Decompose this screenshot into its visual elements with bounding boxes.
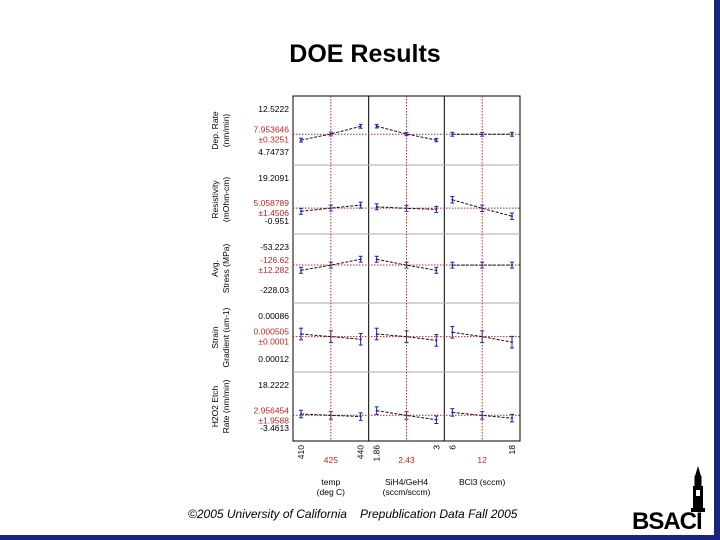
mean-point bbox=[359, 258, 362, 261]
factor-tick-label: 18 bbox=[507, 445, 517, 455]
center-ci: ±12.282 bbox=[258, 265, 289, 275]
y-tick-bottom: -0.951 bbox=[265, 216, 289, 226]
response-label: H2O2 EtchRate (nm/min) bbox=[210, 379, 231, 433]
mean-point bbox=[451, 264, 454, 267]
mean-point bbox=[481, 133, 484, 136]
mean-point bbox=[451, 198, 454, 201]
factor-tick-label: 440 bbox=[356, 445, 366, 459]
mean-point bbox=[375, 205, 378, 208]
factor-tick-label: 1.86 bbox=[372, 445, 382, 462]
bsac-logo bbox=[691, 466, 705, 512]
mean-point bbox=[405, 133, 408, 136]
factor-center-tick: 2.43 bbox=[398, 455, 415, 465]
mean-point bbox=[375, 258, 378, 261]
mean-point bbox=[375, 333, 378, 336]
response-label: Resistivity(mOhm-cm) bbox=[210, 177, 231, 222]
factor-label: SiH4/GeH4 (sccm/sccm) bbox=[383, 477, 431, 497]
right-border-bar bbox=[714, 0, 720, 540]
mean-point bbox=[435, 339, 438, 342]
mean-point bbox=[511, 264, 513, 267]
center-ci: ±0.3251 bbox=[258, 134, 289, 144]
factor-effect-line bbox=[452, 331, 513, 343]
factor-tick-label: 410 bbox=[296, 445, 306, 459]
y-tick-top: 0.00086 bbox=[258, 311, 289, 321]
y-tick-bottom: 0.00012 bbox=[258, 354, 289, 364]
mean-point bbox=[375, 409, 378, 412]
factor-tick-label: 6 bbox=[447, 445, 457, 450]
factor-effect-line bbox=[376, 125, 437, 141]
y-tick-bottom: -228.03 bbox=[260, 285, 289, 295]
factor-center-tick: 425 bbox=[324, 455, 338, 465]
mean-point bbox=[300, 139, 302, 142]
mean-point bbox=[359, 415, 362, 418]
y-tick-bottom: 4.74737 bbox=[258, 147, 289, 157]
factor-effect-line bbox=[300, 204, 361, 212]
mean-point bbox=[300, 210, 302, 213]
y-tick-top: 12.5222 bbox=[258, 104, 289, 114]
mean-point bbox=[300, 333, 302, 336]
factor-center-tick: 12 bbox=[477, 455, 487, 465]
y-tick-top: 18.2222 bbox=[258, 380, 289, 390]
mean-point bbox=[359, 338, 362, 341]
factor-effect-line bbox=[300, 258, 361, 271]
center-value: 7.953646 bbox=[254, 124, 290, 134]
factor-effect-line bbox=[376, 410, 437, 421]
footer-note: Prepublication Data Fall 2005 bbox=[360, 507, 518, 521]
mean-point bbox=[435, 269, 438, 272]
response-label: Avg.Stress (MPa) bbox=[210, 244, 231, 294]
slide-title: DOE Results bbox=[289, 40, 441, 68]
mean-point bbox=[435, 139, 438, 142]
center-ci: ±1.4506 bbox=[258, 208, 289, 218]
y-tick-bottom: -3.4613 bbox=[260, 423, 289, 433]
factor-effect-line bbox=[300, 125, 361, 141]
logo-text: BSACI bbox=[632, 508, 703, 535]
response-label: StrainGradient (um-1) bbox=[210, 307, 231, 367]
center-ci: ±1.9588 bbox=[258, 415, 289, 425]
mean-point bbox=[359, 125, 362, 128]
factor-label: temp (deg C) bbox=[317, 477, 346, 497]
mean-point bbox=[435, 208, 438, 211]
mean-point bbox=[451, 331, 454, 334]
center-ci: ±0.0001 bbox=[258, 337, 289, 347]
footer-copyright: ©2005 University of California bbox=[188, 507, 347, 521]
factor-label: BCl3 (sccm) bbox=[459, 477, 505, 487]
mean-point bbox=[511, 417, 513, 420]
factor-effect-line bbox=[452, 199, 513, 217]
mean-point bbox=[375, 125, 378, 128]
bottom-border-bar bbox=[0, 535, 720, 540]
y-tick-top: -53.223 bbox=[260, 242, 289, 252]
center-value: 5.058789 bbox=[254, 198, 290, 208]
response-label: Dep. Rate(nm/min) bbox=[210, 111, 231, 150]
mean-point bbox=[435, 418, 438, 421]
center-value: 2.956454 bbox=[254, 405, 290, 415]
mean-point bbox=[451, 411, 454, 414]
factor-tick-label: 3 bbox=[431, 445, 441, 450]
mean-point bbox=[511, 341, 513, 344]
mean-point bbox=[359, 204, 362, 207]
mean-point bbox=[329, 133, 332, 136]
y-tick-top: 19.2091 bbox=[258, 173, 289, 183]
center-value: 0.000505 bbox=[254, 327, 290, 337]
mean-point bbox=[451, 133, 454, 136]
tower-icon bbox=[691, 466, 705, 512]
mean-point bbox=[300, 269, 302, 272]
mean-point bbox=[511, 215, 513, 218]
center-value: -126.62 bbox=[260, 255, 289, 265]
factor-effect-line bbox=[376, 258, 437, 271]
mean-point bbox=[300, 412, 302, 415]
mean-point bbox=[511, 133, 513, 136]
